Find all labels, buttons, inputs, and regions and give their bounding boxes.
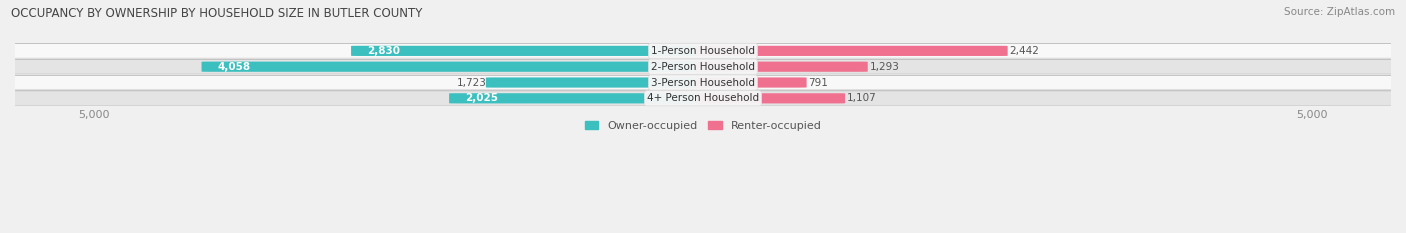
Text: 791: 791 [808,78,828,88]
Text: OCCUPANCY BY OWNERSHIP BY HOUSEHOLD SIZE IN BUTLER COUNTY: OCCUPANCY BY OWNERSHIP BY HOUSEHOLD SIZE… [11,7,423,20]
FancyBboxPatch shape [3,59,1403,74]
Text: 1,293: 1,293 [869,62,900,72]
Text: 1-Person Household: 1-Person Household [651,46,755,56]
FancyBboxPatch shape [696,93,845,103]
FancyBboxPatch shape [486,77,710,88]
Text: 4,058: 4,058 [218,62,252,72]
Text: 3-Person Household: 3-Person Household [651,78,755,88]
FancyBboxPatch shape [352,46,710,56]
FancyBboxPatch shape [3,44,1403,58]
FancyBboxPatch shape [449,93,710,103]
Text: 1,107: 1,107 [846,93,877,103]
Text: 4+ Person Household: 4+ Person Household [647,93,759,103]
Legend: Owner-occupied, Renter-occupied: Owner-occupied, Renter-occupied [581,116,825,135]
Text: 1,723: 1,723 [457,78,486,88]
Text: 2,830: 2,830 [367,46,401,56]
FancyBboxPatch shape [3,75,1403,90]
FancyBboxPatch shape [696,62,868,72]
FancyBboxPatch shape [696,77,807,88]
FancyBboxPatch shape [201,62,710,72]
Text: Source: ZipAtlas.com: Source: ZipAtlas.com [1284,7,1395,17]
Text: 2-Person Household: 2-Person Household [651,62,755,72]
FancyBboxPatch shape [3,91,1403,106]
Text: 2,442: 2,442 [1010,46,1039,56]
FancyBboxPatch shape [696,46,1008,56]
Text: 2,025: 2,025 [465,93,499,103]
